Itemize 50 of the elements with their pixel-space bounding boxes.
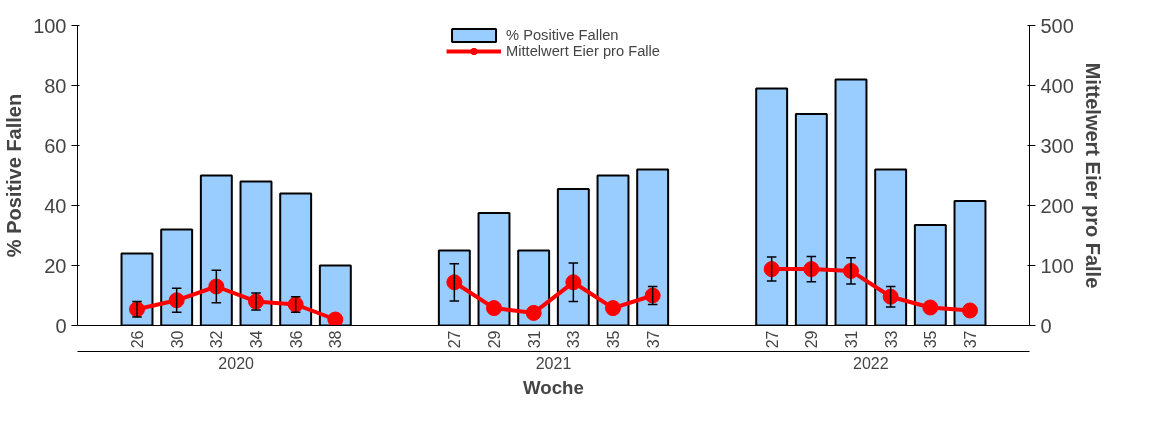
x-tick-label: 38 bbox=[327, 330, 345, 349]
x-tick-label: 32 bbox=[208, 330, 226, 349]
x-axis-title: Woche bbox=[523, 376, 584, 398]
x-tick-label: 31 bbox=[525, 330, 543, 349]
y-tick-label: 20 bbox=[44, 254, 67, 277]
x-tick-label: 30 bbox=[168, 330, 186, 349]
point bbox=[486, 300, 502, 317]
point bbox=[208, 278, 225, 295]
point bbox=[446, 274, 463, 291]
text: 2022 bbox=[853, 354, 889, 372]
point bbox=[525, 304, 542, 321]
legend-label: % Positive Fallen bbox=[506, 27, 619, 43]
y2-axis-title: Mittelwert Eier pro Falle bbox=[1081, 62, 1104, 289]
x-tick-label: 35 bbox=[605, 330, 622, 349]
y2-tick-label: 100 bbox=[1040, 254, 1074, 277]
y-tick-label: 0 bbox=[55, 314, 67, 337]
point bbox=[763, 261, 780, 278]
x-tick-label: 37 bbox=[962, 330, 979, 349]
x-tick-label: 27 bbox=[446, 330, 464, 349]
point bbox=[565, 274, 582, 291]
y-axis-title: % Positive Fallen bbox=[3, 93, 26, 258]
y2-tick-label: 500 bbox=[1040, 14, 1074, 37]
y2-tick-label: 300 bbox=[1040, 134, 1074, 157]
y-tick-label: 80 bbox=[44, 74, 67, 97]
point bbox=[327, 311, 344, 326]
text: 2020 bbox=[218, 354, 255, 372]
x-tick-label: 37 bbox=[644, 330, 662, 349]
point bbox=[168, 292, 185, 309]
point bbox=[803, 261, 820, 278]
point bbox=[962, 302, 978, 319]
x-tick-label: 33 bbox=[565, 330, 583, 349]
text: 2021 bbox=[535, 354, 572, 372]
x-tick-label: 33 bbox=[882, 330, 900, 349]
x-tick-label: 29 bbox=[803, 330, 821, 349]
x-tick-label: 27 bbox=[763, 330, 781, 349]
point bbox=[922, 299, 939, 316]
y-tick-label: 100 bbox=[33, 14, 67, 37]
y2-tick-label: 200 bbox=[1040, 194, 1074, 217]
x-tick-label: 26 bbox=[129, 330, 146, 349]
point bbox=[605, 300, 621, 317]
x-tick-label: 36 bbox=[287, 330, 305, 349]
y-tick-label: 60 bbox=[44, 134, 67, 157]
x-tick-label: 29 bbox=[486, 330, 503, 349]
legend-label: Mittelwert Eier pro Falle bbox=[506, 43, 660, 59]
y-tick-label: 40 bbox=[44, 194, 67, 217]
y2-tick-label: 0 bbox=[1040, 314, 1052, 337]
x-tick-label: 34 bbox=[248, 330, 265, 349]
y2-tick-label: 400 bbox=[1040, 74, 1074, 97]
x-tick-label: 31 bbox=[843, 330, 860, 349]
x-tick-label: 35 bbox=[922, 330, 940, 349]
